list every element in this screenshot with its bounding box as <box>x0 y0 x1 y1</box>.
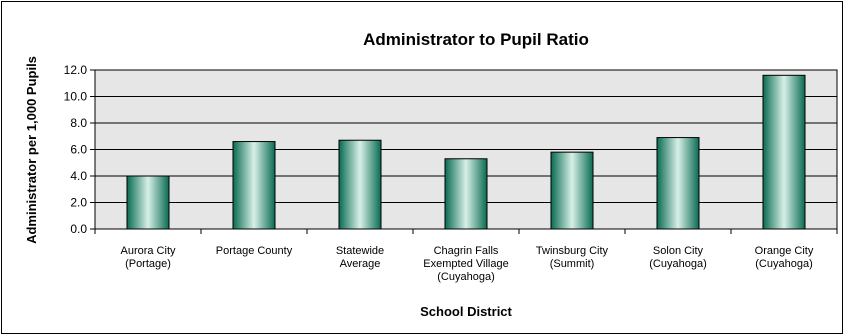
y-tick-label: 0.0 <box>70 222 87 236</box>
bar <box>232 141 276 230</box>
x-tick-label: Solon City (Cuyahoga) <box>649 245 706 270</box>
y-tick-label: 12.0 <box>64 63 88 77</box>
bar <box>126 175 170 230</box>
chart-title: Administrator to Pupil Ratio <box>363 30 589 49</box>
bar <box>550 151 594 230</box>
bar <box>444 158 488 230</box>
y-axis-ticks: 0.0 2.0 4.0 6.0 8.0 10.0 12.0 <box>64 63 88 236</box>
x-tick-label: Portage County <box>216 245 293 257</box>
bar <box>338 139 382 230</box>
y-tick-label: 10.0 <box>64 90 88 104</box>
y-axis-title: Administrator per 1,000 Pupils <box>24 56 39 244</box>
y-tick-label: 2.0 <box>70 196 87 210</box>
x-tick-label: Statewide Average <box>336 245 384 270</box>
x-axis-title: School District <box>420 304 512 319</box>
bar <box>762 74 806 230</box>
x-tick-label: Orange City (Cuyahoga) <box>755 245 814 270</box>
x-axis-labels: Aurora City (Portage) Portage County Statew… <box>94 229 838 283</box>
bar <box>656 137 700 230</box>
y-tick-label: 4.0 <box>70 169 87 183</box>
y-tick-label: 6.0 <box>70 143 87 157</box>
x-tick-label: Aurora City (Portage) <box>120 245 176 270</box>
y-tick-label: 8.0 <box>70 116 87 130</box>
bars <box>126 74 806 230</box>
x-tick-label: Chagrin Falls Exempted Village (Cuyahoga) <box>423 245 508 283</box>
x-tick-label: Twinsburg City (Summit) <box>536 245 609 270</box>
